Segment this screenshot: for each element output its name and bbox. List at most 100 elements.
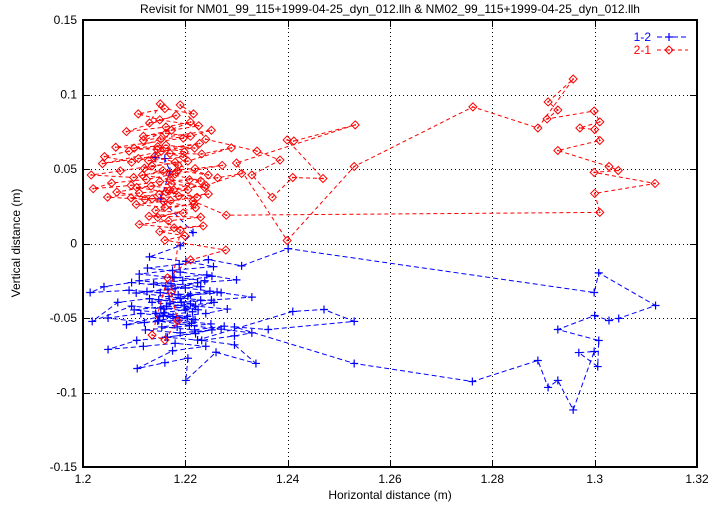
- series-2-1-marker: [589, 124, 600, 135]
- series-1-2-marker: [104, 314, 113, 322]
- legend-sample-marker-1-2: [665, 33, 673, 41]
- series-2-1-marker: [468, 102, 478, 112]
- series-1-2-marker: [183, 354, 192, 363]
- series-1-2-marker: [181, 376, 190, 385]
- series-1-2-marker: [156, 303, 165, 312]
- series-1-2-marker: [237, 261, 246, 270]
- series-1-2-marker: [99, 282, 108, 291]
- series-2-1-marker: [143, 155, 154, 166]
- x-tick-label: 1.28: [481, 472, 505, 486]
- series-2-1-marker: [183, 185, 193, 195]
- series-2-1-marker: [161, 122, 171, 132]
- series-1-2-marker: [127, 278, 136, 287]
- series-2-1-marker-dot: [150, 185, 152, 188]
- series-2-1-marker-dot: [164, 132, 167, 135]
- series-1-2-marker: [176, 268, 185, 277]
- series-2-1-marker: [195, 176, 206, 186]
- series-1-2-marker: [212, 348, 221, 357]
- series-2-1-marker: [166, 287, 176, 298]
- series-2-1-marker-dot: [225, 214, 228, 217]
- series-2-1-marker-dot: [151, 164, 153, 167]
- series-1-2-marker: [319, 305, 328, 314]
- y-tick-label: 0: [70, 237, 77, 251]
- series-2-1-marker-dot: [130, 197, 132, 199]
- series-1-2-marker: [132, 288, 141, 297]
- series-2-1-marker: [165, 174, 175, 185]
- series-2-1-marker: [161, 140, 171, 150]
- series-1-2-marker: [590, 347, 599, 356]
- series-2-1-marker: [129, 143, 139, 153]
- series-2-1-marker: [179, 147, 190, 157]
- series-2-1-marker: [139, 163, 150, 173]
- series-2-1-marker: [126, 193, 136, 203]
- series-2-1-marker-dot: [106, 196, 109, 199]
- series-1-2-marker: [168, 346, 177, 355]
- series-1-2-marker: [168, 266, 177, 275]
- series-2-1-marker-dot: [170, 183, 173, 185]
- series-2-1-marker-dot: [170, 129, 173, 132]
- series-1-2-marker: [201, 342, 210, 351]
- series-1-2-marker: [189, 228, 198, 237]
- series-2-1-marker-dot: [578, 127, 581, 129]
- series-2-1-marker-dot: [593, 171, 596, 174]
- series-2-1-marker-dot: [166, 276, 169, 279]
- series-1-2-marker: [350, 317, 359, 326]
- series-2-1-marker-dot: [138, 192, 141, 194]
- series-2-1-marker: [166, 125, 177, 135]
- series-2-1-marker-dot: [144, 198, 146, 201]
- series-2-1-marker: [138, 135, 149, 146]
- series-2-1-marker-dot: [354, 123, 357, 126]
- series-1-2-marker: [122, 320, 131, 329]
- series-1-2-marker: [160, 358, 169, 367]
- series-2-1-marker-dot: [169, 178, 171, 181]
- series-1-2-marker: [247, 293, 256, 302]
- series-1-2-marker: [148, 298, 157, 307]
- series-2-1-marker: [542, 114, 552, 124]
- series-2-1-marker-dot: [235, 162, 238, 164]
- series-1-2-marker: [86, 288, 95, 297]
- series-1-2-marker: [181, 283, 190, 292]
- series-2-1-marker: [172, 316, 183, 326]
- series-2-1-marker: [133, 109, 143, 119]
- series-2-1-marker: [175, 225, 185, 235]
- series-2-1-marker: [102, 192, 113, 202]
- series-1-2-marker: [159, 311, 168, 320]
- series-2-1-marker-dot: [199, 216, 202, 219]
- series-1-2-marker: [88, 317, 97, 326]
- series-1-2-marker: [284, 244, 293, 253]
- chart-title: Revisit for NM01_99_115+1999-04-25_dyn_0…: [140, 2, 640, 16]
- series-2-1-marker: [275, 155, 285, 165]
- series-2-1-marker: [533, 123, 543, 133]
- series-1-2-marker: [230, 322, 239, 331]
- series-2-1-marker-dot: [224, 249, 227, 251]
- series-2-1-marker: [604, 161, 614, 172]
- series-2-1-marker-dot: [200, 153, 203, 155]
- series-1-2-marker: [264, 325, 273, 334]
- series-1-2-marker: [187, 319, 196, 328]
- series-2-1-marker-dot: [199, 180, 202, 182]
- series-2-1-marker: [194, 138, 205, 149]
- series-1-2-marker: [188, 307, 197, 316]
- series-2-1-marker: [267, 192, 278, 203]
- series-2-1-marker: [155, 115, 165, 125]
- series-2-1-marker-dot: [164, 144, 167, 147]
- series-2-1-marker: [147, 194, 157, 204]
- series-2-1-marker-dot: [182, 156, 185, 158]
- series-2-1-marker: [112, 187, 122, 197]
- series-2-1-marker-dot: [322, 177, 324, 180]
- series-1-2-marker: [288, 307, 297, 316]
- series-2-1-marker: [203, 170, 214, 180]
- series-1-2-marker: [206, 319, 215, 328]
- series-2-1-marker-dot: [182, 212, 185, 214]
- series-2-1-marker: [172, 165, 183, 176]
- series-2-1-marker-dot: [179, 229, 182, 231]
- plot-frame: [82, 19, 698, 468]
- series-2-1-marker-dot: [572, 78, 575, 80]
- y-tick-label: -0.15: [50, 460, 78, 474]
- series-2-1-marker: [195, 212, 206, 222]
- series-2-1-marker: [201, 180, 211, 191]
- series-1-2-marker: [202, 270, 211, 279]
- series-1-2-marker: [154, 295, 163, 304]
- series-2-1-marker-dot: [145, 178, 148, 181]
- series-2-1-marker: [147, 161, 157, 171]
